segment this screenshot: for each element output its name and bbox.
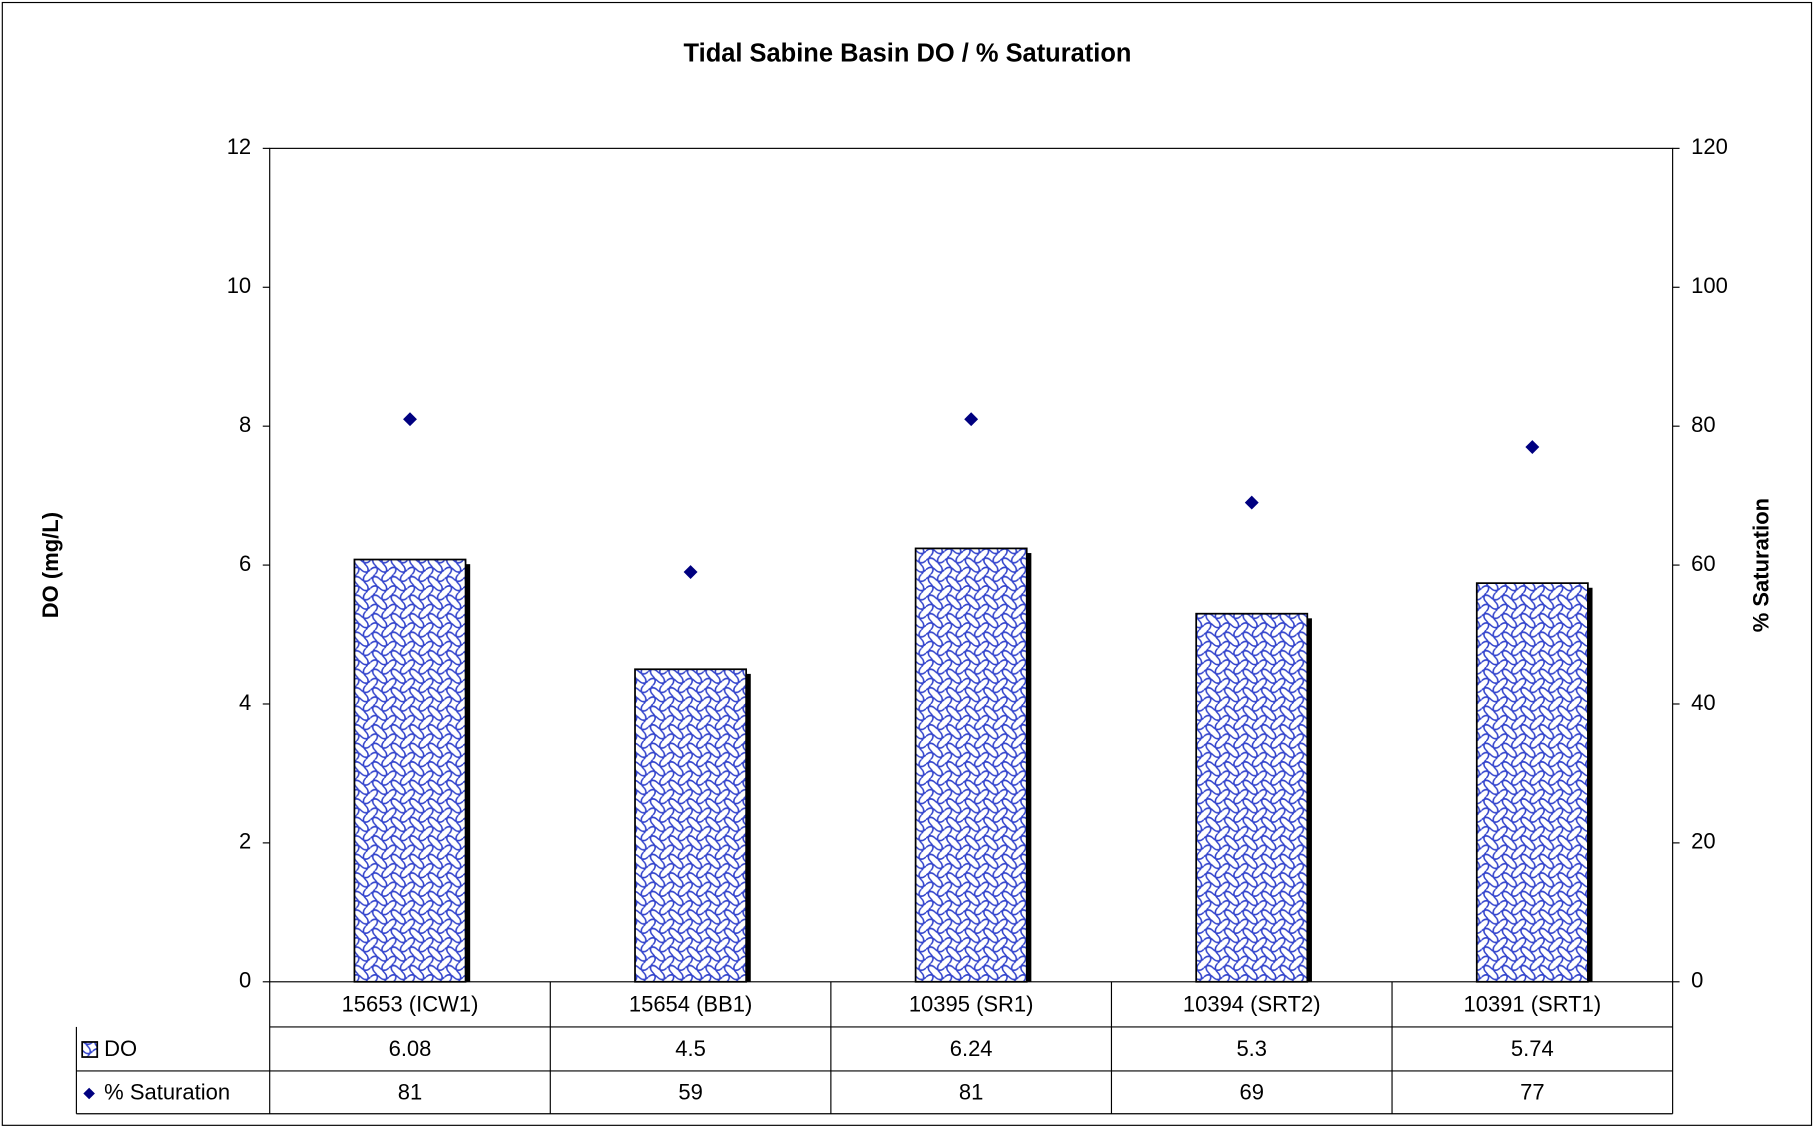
- legend-key: [81, 1041, 99, 1058]
- table-value: 4.5: [675, 1036, 706, 1061]
- x-tick-label: 15654 (BB1): [629, 991, 752, 1016]
- table-value: 59: [678, 1079, 702, 1104]
- y-tick-label: 2: [239, 829, 251, 854]
- table-value: 6.08: [389, 1036, 432, 1061]
- y2-tick-label: 40: [1691, 690, 1715, 715]
- table-value: 81: [398, 1079, 422, 1104]
- bar: [353, 558, 467, 983]
- table-value: 5.74: [1511, 1036, 1554, 1061]
- point: [683, 565, 698, 579]
- y-tick-label: 0: [239, 968, 251, 993]
- table-value: 81: [959, 1079, 983, 1104]
- table-value: 69: [1240, 1079, 1264, 1104]
- table-value: 77: [1520, 1079, 1544, 1104]
- y2-tick-label: 100: [1691, 273, 1728, 298]
- y-tick-label: 10: [227, 273, 251, 298]
- y-axis-label: DO (mg/L): [38, 512, 63, 618]
- y2-tick-label: 20: [1691, 829, 1715, 854]
- legend-key: [83, 1087, 95, 1100]
- chart-title: Tidal Sabine Basin DO / % Saturation: [684, 39, 1132, 67]
- y-tick-label: 8: [239, 412, 251, 437]
- bar: [914, 547, 1028, 983]
- y2-tick-label: 80: [1691, 412, 1715, 437]
- bar: [1195, 612, 1309, 983]
- table-value: 6.24: [950, 1036, 993, 1061]
- table-value: 5.3: [1236, 1036, 1267, 1061]
- y2-axis-label: % Saturation: [1749, 498, 1774, 632]
- y-tick-label: 4: [239, 690, 251, 715]
- x-tick-label: 10394 (SRT2): [1183, 991, 1321, 1016]
- y2-tick-label: 0: [1691, 968, 1703, 993]
- y-tick-label: 6: [239, 551, 251, 576]
- y-tick-label: 12: [227, 134, 251, 159]
- y2-tick-label: 60: [1691, 551, 1715, 576]
- legend-label: DO: [104, 1036, 137, 1061]
- point: [964, 412, 979, 427]
- x-tick-label: 15653 (ICW1): [342, 991, 479, 1016]
- x-tick-label: 10395 (SR1): [909, 991, 1034, 1016]
- bar: [1475, 582, 1589, 983]
- y2-tick-label: 120: [1691, 134, 1728, 159]
- bar: [634, 668, 748, 983]
- point: [1525, 440, 1540, 454]
- legend-label: % Saturation: [104, 1079, 230, 1104]
- x-tick-label: 10391 (SRT1): [1463, 991, 1601, 1016]
